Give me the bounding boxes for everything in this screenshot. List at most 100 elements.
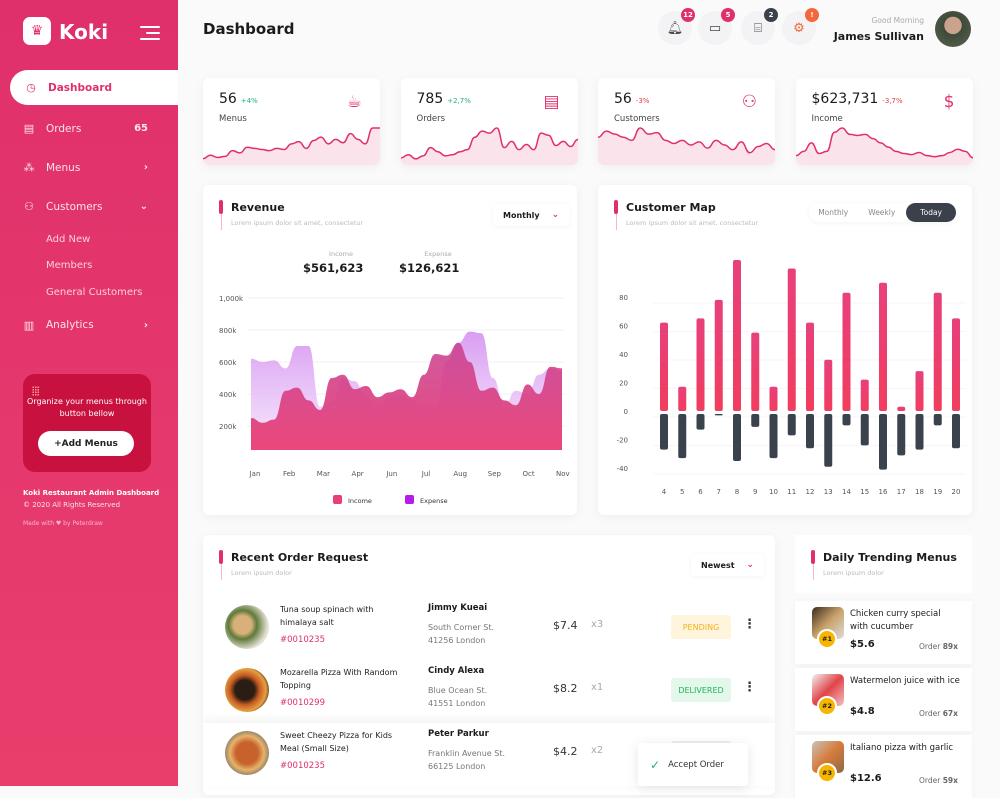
negative-bar (915, 414, 924, 450)
x-tick-label: 15 (860, 488, 869, 496)
orders-count: 59x (942, 776, 958, 785)
order-id[interactable]: #0010235 (280, 635, 325, 645)
trending-item-name: Chicken curry special with cucumber (850, 609, 941, 632)
stat-change: +4% (240, 97, 258, 105)
customer-address: Blue Ocean St. 41551 London (428, 684, 487, 710)
customer-map-title: Customer Map (626, 201, 716, 214)
sidebar-subitem-add-new[interactable]: Add New (46, 233, 91, 245)
legend-label: Income (348, 497, 372, 505)
trending-item-orders: Order 67x (919, 709, 958, 718)
stat-label: Customers (614, 114, 660, 124)
sparkline-area (400, 128, 578, 165)
messages-button[interactable]: ▭ 5 (698, 8, 735, 45)
avatar[interactable] (935, 11, 971, 47)
y-tick-label: 400k (219, 391, 237, 399)
order-id[interactable]: #0010235 (280, 761, 325, 771)
negative-bar (842, 414, 851, 426)
menus-icon: ⁂ (23, 161, 35, 174)
order-id[interactable]: #0010299 (280, 698, 325, 708)
sidebar-item-label: Orders (46, 122, 82, 135)
food-image (225, 668, 269, 712)
customer-address: Franklin Avenue St. 66125 London (428, 747, 505, 773)
order-row[interactable]: Mozarella Pizza With Random Topping #001… (203, 660, 775, 723)
user-name[interactable]: James Sullivan (833, 30, 924, 43)
positive-bar (769, 386, 778, 411)
sparkline-area (795, 128, 973, 165)
app-logo[interactable]: Koki (59, 20, 109, 44)
trending-header (795, 535, 972, 593)
address-line: Franklin Avenue St. (428, 749, 505, 758)
trending-item[interactable]: #2 Watermelon juice with ice $4.8 Order … (795, 668, 972, 731)
order-item-name: Sweet Cheezy Pizza for Kids Meal (Small … (280, 731, 393, 753)
negative-bar (678, 414, 687, 459)
negative-bar (660, 414, 668, 450)
notifications-button[interactable]: 🔔︎ 12 (658, 8, 695, 45)
stat-value: $623,731 -3,7% (812, 91, 903, 107)
sidebar-item-orders[interactable]: ▤ Orders 65 (0, 109, 178, 148)
notifications-badge: 12 (681, 8, 695, 22)
chef-hat-icon: ♛ (23, 17, 51, 45)
address-line: South Corner St. (428, 623, 495, 632)
x-tick-label: 6 (698, 488, 703, 496)
sparkline (203, 127, 380, 165)
positive-bar (751, 332, 760, 411)
positive-bar (952, 318, 960, 411)
stat-card-income: $623,731 -3,7% Income $ (795, 78, 973, 165)
trending-item[interactable]: #1 Chicken curry special with cucumber $… (795, 601, 972, 664)
stat-number: $623,731 (811, 91, 879, 107)
x-tick-label: 14 (842, 488, 851, 496)
negative-bar (696, 414, 705, 430)
order-quantity: x1 (591, 682, 604, 693)
order-row[interactable]: Tuna soup spinach with himalaya salt #00… (203, 597, 775, 660)
sidebar-item-customers[interactable]: ⚇ Customers ⌄ (0, 187, 178, 226)
stat-card-menus: 56 +4% Menus ☕︎ (203, 78, 380, 165)
accept-order-menu-item[interactable]: ✓ Accept Order (638, 743, 748, 786)
sidebar-item-analytics[interactable]: ▥ Analytics › (0, 306, 178, 345)
add-menus-button[interactable]: +Add Menus (38, 431, 134, 456)
stat-number: 56 (614, 91, 632, 107)
tab-today[interactable]: Today (906, 203, 956, 222)
expense-legend-swatch (405, 495, 414, 504)
chevron-down-icon: ⌄ (139, 201, 148, 212)
positive-bar (787, 268, 796, 411)
sidebar-subitem-members[interactable]: Members (46, 260, 93, 272)
page-title: Dashboard (203, 20, 295, 38)
negative-bar (787, 414, 796, 436)
customers-icon: ⚇ (741, 92, 757, 112)
menu-toggle-icon[interactable] (140, 26, 160, 40)
rank-badge: #1 (817, 629, 837, 649)
period-dropdown[interactable]: Monthly ⌄ (493, 204, 569, 226)
x-tick-label: Nov (556, 470, 570, 478)
sidebar-subitem-general-customers[interactable]: General Customers (46, 286, 143, 298)
customers-icon: ⚇ (24, 200, 34, 213)
sidebar-item-menus[interactable]: ⁂ Menus › (0, 148, 178, 187)
negative-bar (806, 414, 814, 449)
y-tick-label: 0 (624, 408, 628, 416)
negative-bar (897, 414, 906, 456)
negative-bar (952, 414, 960, 449)
stat-change: -3% (635, 97, 650, 105)
x-tick-label: 4 (662, 488, 667, 496)
y-tick-label: 200k (219, 423, 237, 431)
more-options-icon[interactable]: ⋮ (743, 617, 756, 632)
sidebar-item-dashboard[interactable]: ◷ Dashboard (10, 70, 178, 105)
chevron-right-icon: › (143, 162, 148, 173)
x-tick-label: 18 (915, 488, 924, 496)
trending-item[interactable]: #3 Italiano pizza with garlic $12.6 Orde… (795, 735, 972, 798)
chevron-down-icon: ⌄ (746, 560, 755, 570)
stat-change: -3,7% (882, 97, 903, 105)
tab-weekly[interactable]: Weekly (868, 208, 896, 217)
tab-monthly[interactable]: Monthly (818, 208, 849, 217)
expense-value: $126,621 (399, 261, 460, 275)
positive-bar (824, 359, 833, 411)
customer-map-card: Customer Map Lorem ipsum dolor sit amet,… (598, 185, 972, 515)
gifts-button[interactable]: ⌸ 2 (741, 8, 778, 45)
more-options-icon[interactable]: ⋮ (743, 680, 756, 695)
dots-pattern-icon (32, 386, 40, 396)
x-tick-label: Jul (421, 470, 431, 478)
x-tick-label: 12 (806, 488, 815, 496)
settings-button[interactable]: ⚙! (782, 8, 819, 45)
sort-dropdown[interactable]: Newest ⌄ (691, 554, 764, 576)
trending-item-name: Watermelon juice with ice (850, 676, 960, 686)
dollar-icon: $ (943, 92, 955, 112)
